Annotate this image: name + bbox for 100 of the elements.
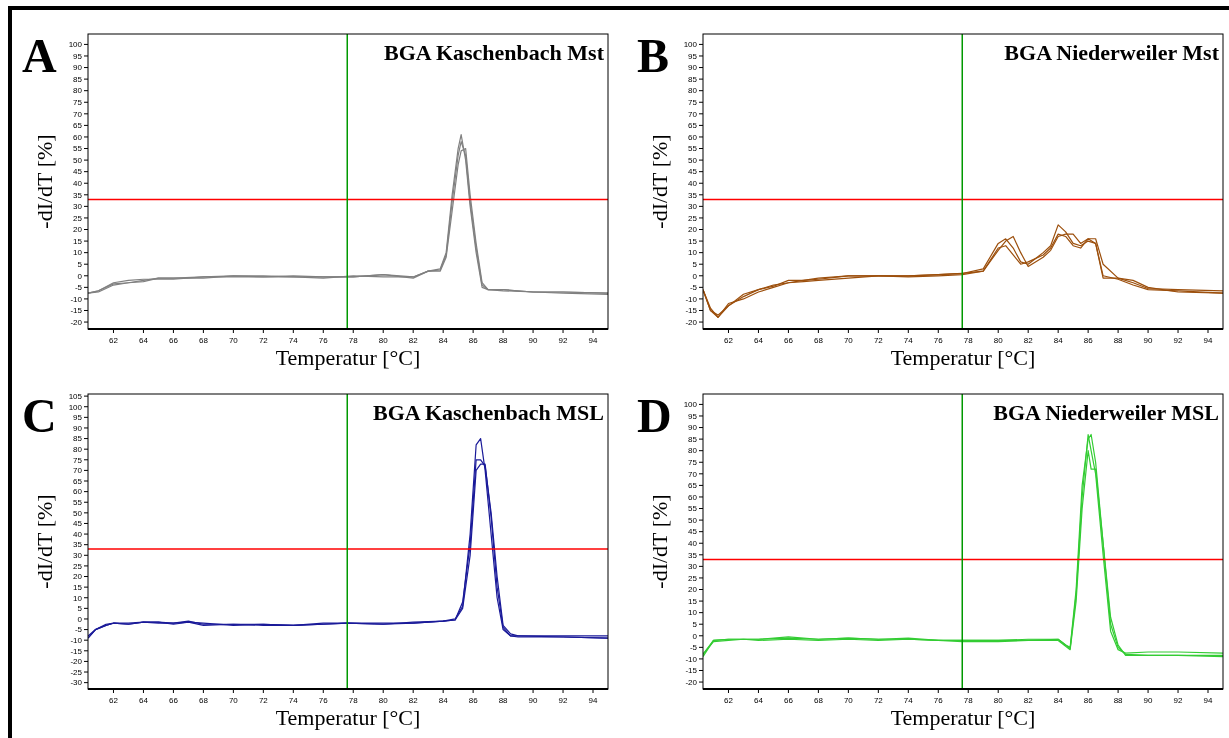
chart-title: BGA Niederweiler Mst	[1004, 40, 1220, 65]
x-tick-label: 74	[288, 696, 299, 705]
x-tick-label: 94	[588, 696, 599, 705]
text: A	[22, 29, 57, 82]
y-tick-label: 50	[688, 515, 698, 525]
x-tick-label: 78	[348, 336, 359, 345]
x-tick-label: 82	[1023, 696, 1034, 705]
y-tick-label: 5	[77, 604, 83, 614]
y-tick-label: 85	[688, 74, 698, 84]
y-tick-label: 95	[73, 51, 83, 61]
y-tick-label: 0	[77, 614, 83, 624]
y-tick-label: 0	[692, 631, 698, 641]
x-tick-label: 90	[1143, 336, 1154, 345]
text: B	[637, 29, 670, 82]
y-tick-label: 35	[73, 190, 83, 200]
x-tick-label: 94	[588, 336, 599, 345]
x-tick-label: 70	[228, 336, 239, 345]
y-tick-label: 0	[77, 271, 83, 281]
y-axis-title: -dI/dT [%]	[647, 134, 672, 229]
x-tick-label: 64	[753, 336, 764, 345]
x-tick-label: 82	[408, 336, 419, 345]
y-tick-label: -20	[685, 677, 698, 687]
x-tick-label: 76	[318, 336, 329, 345]
y-tick-label: 55	[688, 504, 698, 514]
y-tick-label: 30	[73, 202, 83, 212]
y-tick-label: -10	[685, 294, 698, 304]
chart-title: BGA Kaschenbach MSL	[372, 400, 604, 425]
x-tick-label: 74	[288, 336, 299, 345]
y-tick-label: 95	[688, 411, 698, 421]
y-tick-label: 75	[73, 98, 83, 108]
x-tick-label: 72	[258, 696, 269, 705]
x-tick-label: 80	[378, 696, 389, 705]
x-tick-label: 84	[1053, 696, 1064, 705]
y-tick-label: -25	[70, 667, 83, 677]
x-tick-label: 70	[228, 696, 239, 705]
y-tick-label: 35	[688, 550, 698, 560]
y-tick-label: 65	[73, 476, 83, 486]
y-tick-label: 60	[73, 487, 83, 497]
y-tick-label: 5	[77, 260, 83, 270]
y-tick-label: 20	[73, 572, 83, 582]
x-tick-label: 76	[318, 696, 329, 705]
x-tick-label: 68	[813, 336, 824, 345]
y-tick-label: 10	[688, 608, 698, 618]
y-tick-label: 0	[692, 271, 698, 281]
y-tick-label: 70	[688, 109, 698, 119]
y-tick-label: -5	[74, 625, 83, 635]
y-tick-label: -15	[70, 306, 83, 316]
x-tick-label: 86	[468, 336, 479, 345]
y-tick-label: 60	[73, 132, 83, 142]
y-tick-label: 80	[688, 446, 698, 456]
y-tick-label: 15	[73, 236, 83, 246]
x-tick-label: 88	[498, 336, 509, 345]
y-tick-label: 55	[73, 144, 83, 154]
y-tick-label: 50	[73, 508, 83, 518]
x-tick-label: 62	[109, 696, 119, 705]
x-axis-title: Temperatur [°C]	[890, 705, 1036, 730]
x-tick-label: 72	[258, 336, 269, 345]
y-tick-label: 80	[73, 444, 83, 454]
y-tick-label: 45	[688, 167, 698, 177]
y-tick-label: 90	[73, 423, 83, 433]
x-tick-label: 88	[498, 696, 509, 705]
y-tick-label: 70	[688, 469, 698, 479]
x-tick-label: 62	[109, 336, 119, 345]
y-tick-label: 75	[688, 98, 698, 108]
y-tick-label: 65	[688, 121, 698, 131]
y-tick-label: 30	[688, 202, 698, 212]
y-tick-label: 50	[73, 155, 83, 165]
x-tick-label: 70	[843, 336, 854, 345]
y-tick-label: 90	[73, 63, 83, 73]
y-tick-label: 15	[73, 582, 83, 592]
y-tick-label: 45	[73, 519, 83, 529]
x-tick-label: 88	[1113, 696, 1124, 705]
y-tick-label: 5	[692, 260, 698, 270]
y-tick-label: 30	[688, 562, 698, 572]
y-tick-label: -5	[689, 643, 698, 653]
y-tick-label: 80	[73, 86, 83, 96]
x-tick-label: 78	[348, 696, 359, 705]
y-tick-label: 70	[73, 109, 83, 119]
y-tick-label: 30	[73, 551, 83, 561]
y-tick-label: 40	[73, 179, 83, 189]
y-tick-label: 65	[73, 121, 83, 131]
y-tick-label: 100	[68, 402, 83, 412]
y-tick-label: 95	[688, 51, 698, 61]
x-tick-label: 74	[903, 336, 914, 345]
x-tick-label: 72	[873, 696, 884, 705]
y-tick-label: -15	[685, 666, 698, 676]
y-tick-label: -15	[70, 646, 83, 656]
x-tick-label: 90	[528, 336, 539, 345]
x-tick-label: 94	[1203, 696, 1214, 705]
x-tick-label: 84	[1053, 336, 1064, 345]
y-tick-label: 65	[688, 481, 698, 491]
x-tick-label: 66	[168, 336, 179, 345]
y-tick-label: 90	[688, 63, 698, 73]
y-tick-label: 45	[688, 527, 698, 537]
y-tick-label: 95	[73, 413, 83, 423]
y-tick-label: 90	[688, 423, 698, 433]
y-tick-label: 55	[73, 498, 83, 508]
y-tick-label: 50	[688, 155, 698, 165]
y-tick-label: 20	[73, 225, 83, 235]
y-tick-label: 105	[68, 391, 83, 401]
